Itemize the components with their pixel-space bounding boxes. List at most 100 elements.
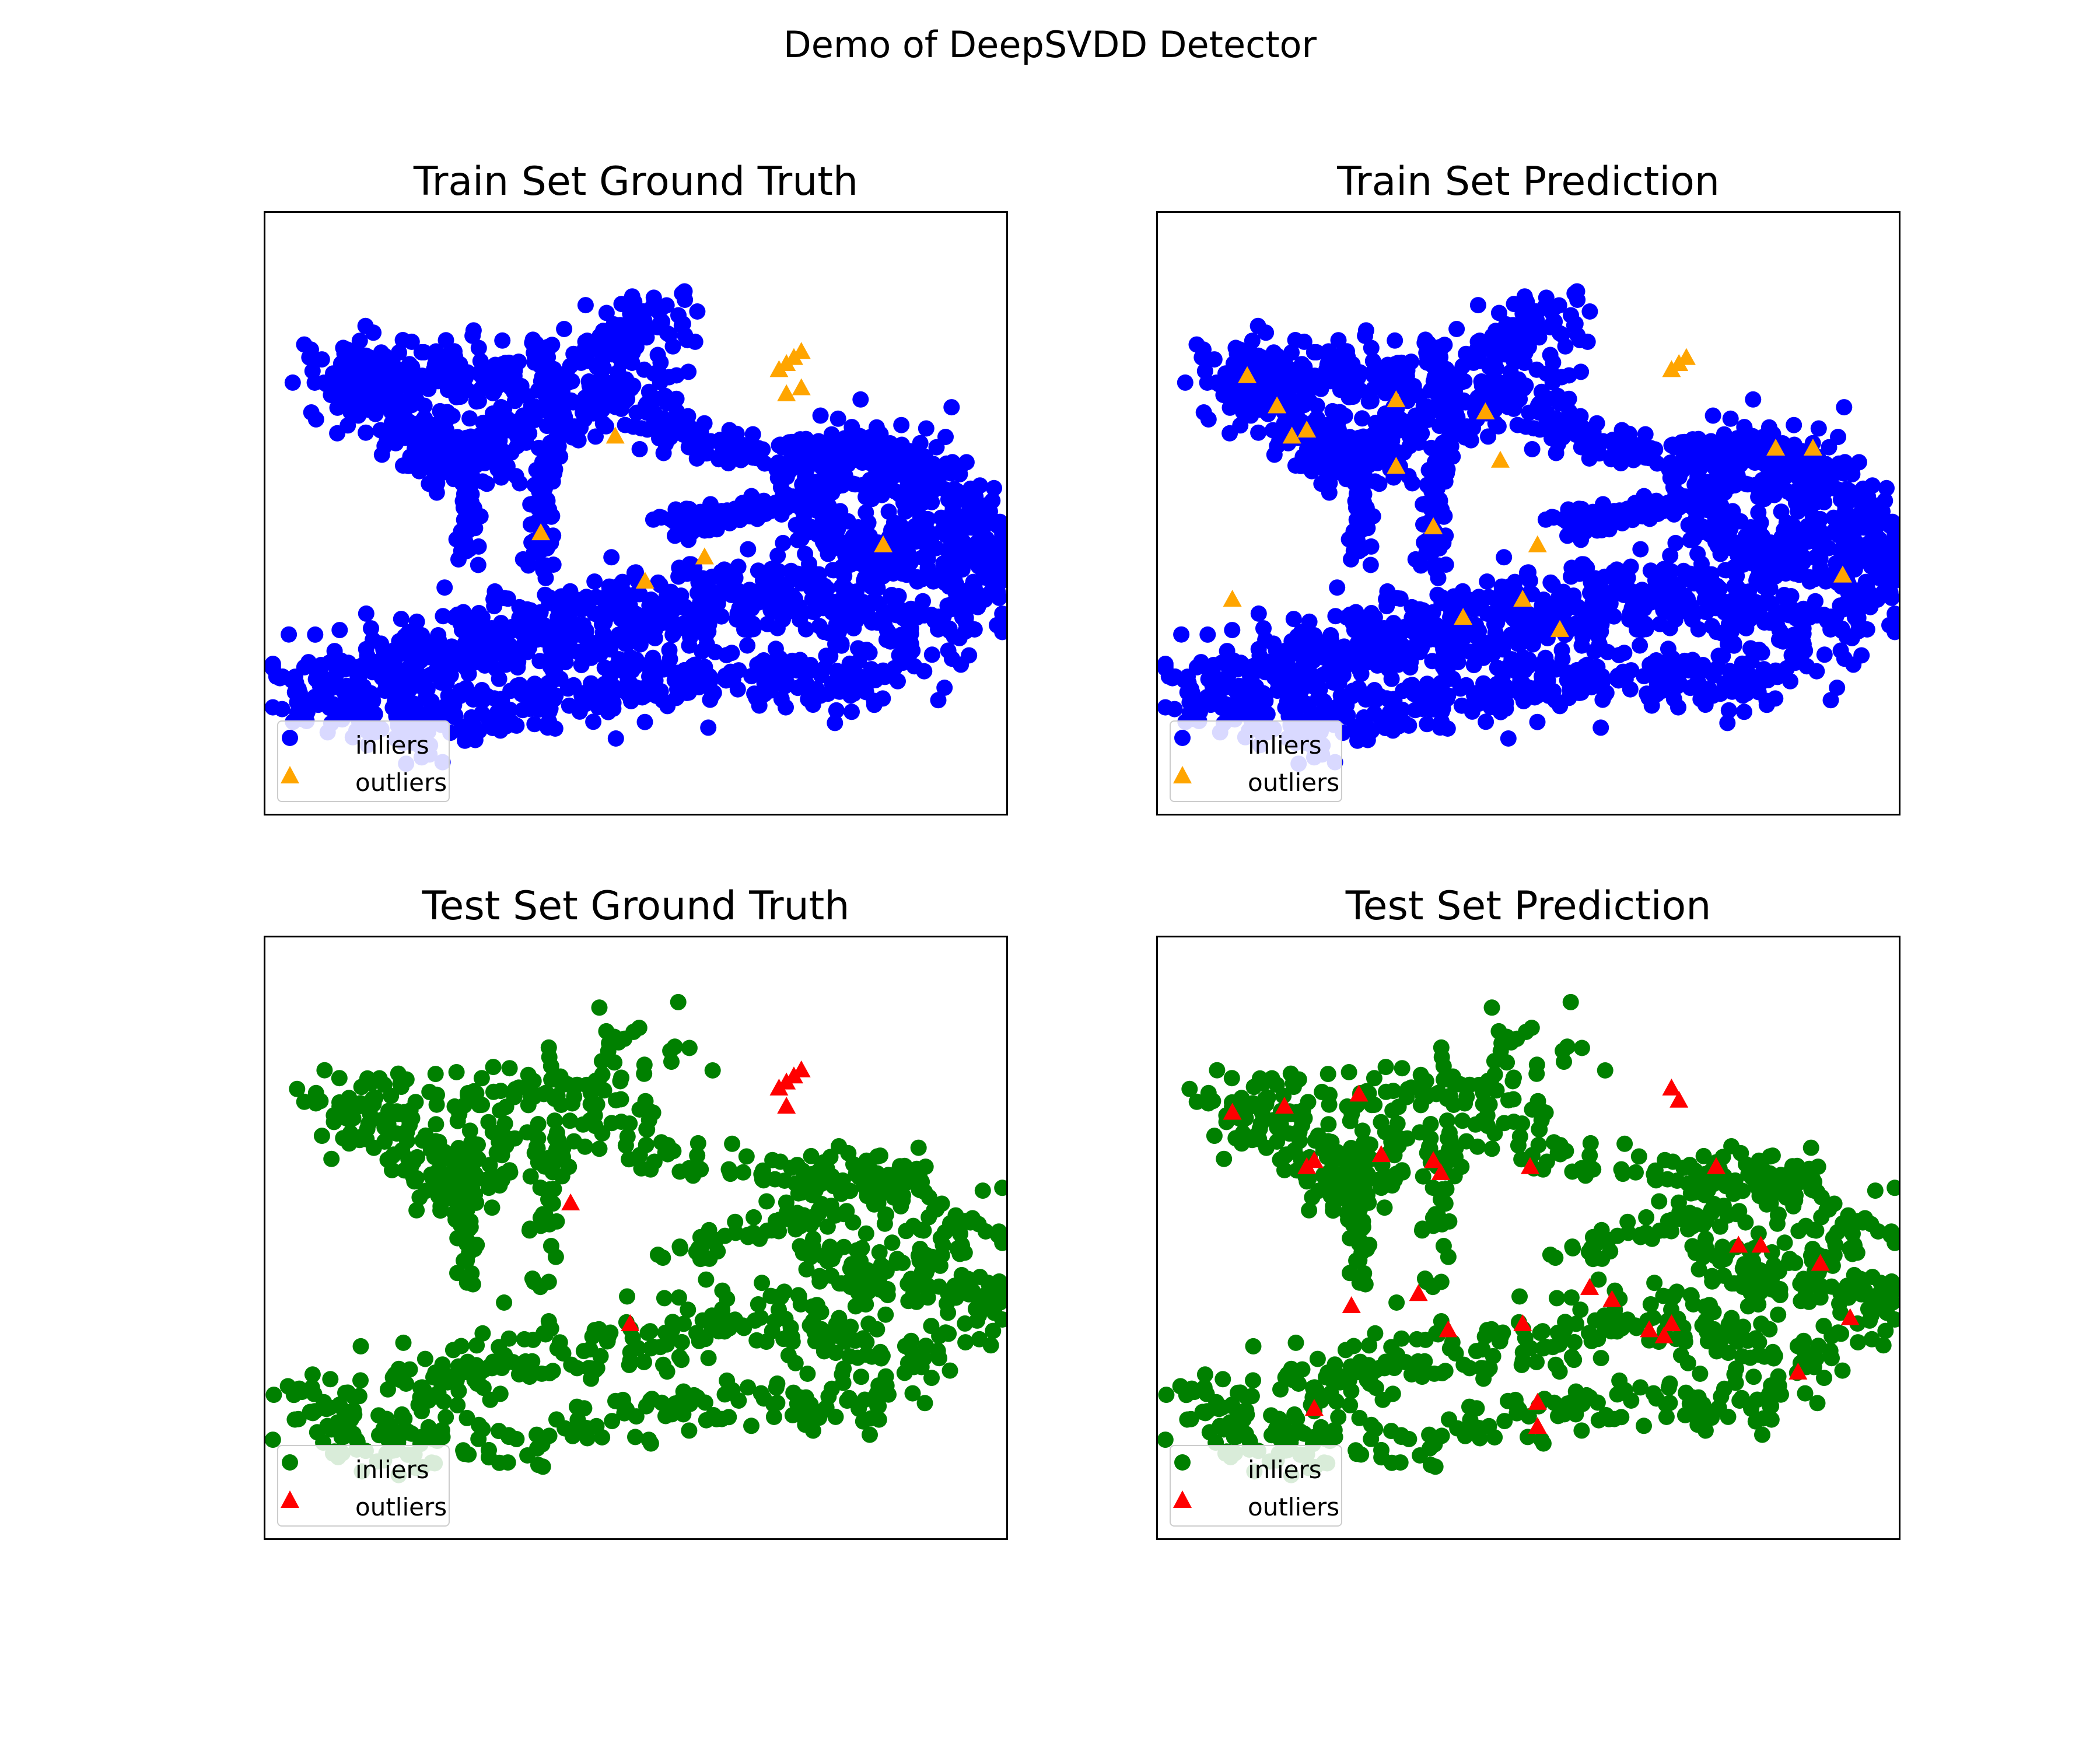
inlier-point bbox=[836, 580, 852, 597]
inlier-point bbox=[1848, 534, 1865, 551]
inlier-point bbox=[438, 348, 455, 365]
inlier-point bbox=[1581, 303, 1598, 320]
inlier-point bbox=[1441, 372, 1458, 388]
inlier-point bbox=[802, 657, 819, 673]
inlier-point bbox=[400, 624, 417, 640]
inlier-point bbox=[1480, 428, 1496, 445]
inlier-point bbox=[1796, 477, 1813, 494]
inlier-point bbox=[1637, 615, 1654, 632]
inlier-point bbox=[1329, 464, 1346, 481]
inlier-point bbox=[289, 694, 306, 711]
inlier-point bbox=[658, 587, 675, 604]
inlier-point bbox=[961, 647, 978, 664]
inlier-point bbox=[1525, 632, 1542, 649]
inlier-point bbox=[1811, 453, 1828, 470]
inlier-point bbox=[512, 475, 528, 492]
inlier-point bbox=[1648, 583, 1665, 600]
inlier-point bbox=[994, 533, 1006, 549]
inlier-point bbox=[1331, 439, 1348, 456]
inlier-point bbox=[690, 584, 706, 601]
inlier-point bbox=[1208, 374, 1225, 391]
inlier-point bbox=[402, 421, 419, 438]
inlier-point bbox=[629, 331, 646, 348]
inlier-point bbox=[1704, 407, 1721, 424]
inlier-point bbox=[329, 425, 346, 442]
inlier-point bbox=[1544, 509, 1560, 526]
inlier-point bbox=[371, 396, 387, 413]
inlier-point bbox=[837, 444, 854, 461]
inlier-point bbox=[1786, 565, 1803, 582]
inlier-point bbox=[1849, 605, 1866, 622]
inlier-point bbox=[607, 398, 624, 415]
inlier-point bbox=[1248, 355, 1265, 372]
inlier-point bbox=[880, 503, 897, 520]
inlier-point bbox=[437, 464, 454, 481]
inlier-point bbox=[1622, 558, 1639, 575]
inlier-point bbox=[1448, 321, 1465, 337]
inlier-point bbox=[780, 437, 797, 454]
inlier-point bbox=[1471, 352, 1488, 369]
inlier-point bbox=[701, 674, 718, 691]
inlier-point bbox=[631, 441, 648, 457]
inlier-point bbox=[812, 407, 829, 424]
inlier-point bbox=[1569, 598, 1586, 615]
inlier-point bbox=[653, 300, 670, 317]
inlier-point bbox=[304, 363, 321, 380]
inlier-point bbox=[351, 332, 368, 349]
inlier-point bbox=[827, 715, 844, 732]
inlier-point bbox=[759, 615, 776, 632]
inlier-point bbox=[756, 455, 773, 472]
inlier-point bbox=[964, 519, 981, 536]
inlier-point bbox=[358, 605, 374, 622]
inlier-point bbox=[460, 666, 477, 682]
inlier-point bbox=[1667, 534, 1684, 551]
inlier-point bbox=[1648, 455, 1665, 472]
inlier-point bbox=[1756, 533, 1773, 550]
inlier-point bbox=[1158, 699, 1174, 716]
inlier-point bbox=[1836, 650, 1853, 667]
inlier-point bbox=[1807, 593, 1824, 610]
inlier-point bbox=[680, 439, 697, 456]
inlier-point bbox=[303, 341, 319, 358]
inlier-point bbox=[790, 598, 807, 615]
inlier-point bbox=[1522, 607, 1539, 624]
inlier-point bbox=[331, 622, 348, 639]
inlier-point bbox=[1798, 605, 1815, 622]
inlier-point bbox=[542, 658, 559, 675]
inlier-point bbox=[1699, 502, 1716, 519]
inlier-point bbox=[1552, 325, 1568, 342]
inlier-point bbox=[1773, 503, 1790, 520]
inlier-point bbox=[1353, 478, 1370, 495]
inlier-point bbox=[1444, 448, 1461, 465]
inlier-point bbox=[1829, 680, 1846, 696]
inlier-point bbox=[583, 393, 600, 410]
inlier-point bbox=[1529, 713, 1546, 730]
inlier-point bbox=[923, 646, 940, 663]
inlier-point bbox=[1542, 574, 1559, 591]
inlier-point bbox=[1843, 629, 1860, 646]
inlier-point bbox=[459, 465, 475, 482]
inlier-point bbox=[1399, 362, 1416, 379]
inlier-point bbox=[628, 404, 645, 421]
inlier-point bbox=[562, 358, 579, 374]
inlier-point bbox=[1835, 464, 1852, 480]
inlier-point bbox=[423, 693, 440, 710]
inlier-point bbox=[1712, 545, 1729, 562]
inlier-point bbox=[1430, 363, 1447, 379]
inlier-point bbox=[465, 322, 482, 339]
inlier-point bbox=[811, 566, 827, 583]
inlier-point bbox=[868, 570, 885, 587]
inlier-point bbox=[1878, 480, 1895, 496]
inlier-point bbox=[677, 598, 694, 615]
inlier-point bbox=[708, 521, 725, 538]
inlier-point bbox=[1353, 666, 1370, 682]
inlier-point bbox=[335, 340, 352, 356]
inlier-point bbox=[1353, 645, 1370, 662]
inlier-point bbox=[1769, 463, 1786, 480]
inlier-point bbox=[802, 456, 819, 473]
inlier-point bbox=[1331, 646, 1348, 663]
inlier-point bbox=[420, 457, 437, 474]
inlier-point bbox=[1173, 626, 1190, 643]
inlier-point bbox=[1650, 506, 1667, 522]
inlier-point bbox=[396, 408, 412, 425]
